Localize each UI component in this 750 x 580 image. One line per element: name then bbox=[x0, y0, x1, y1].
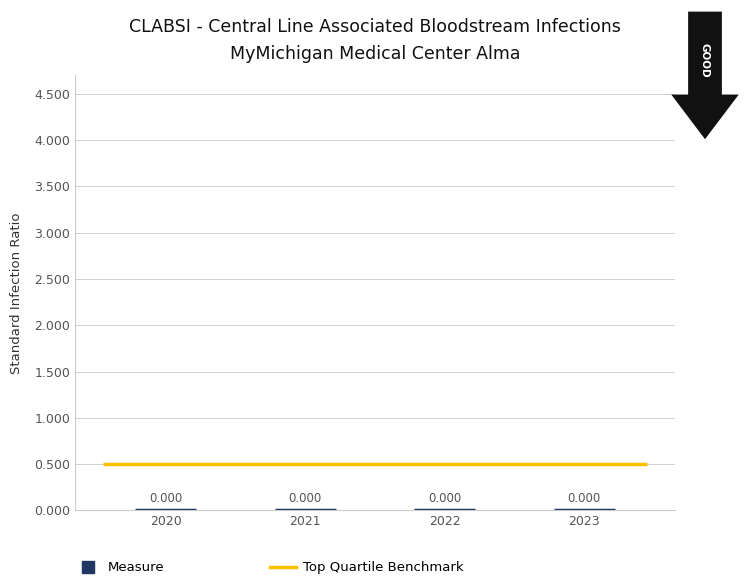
Text: 0.000: 0.000 bbox=[289, 492, 322, 505]
Text: 0.000: 0.000 bbox=[149, 492, 182, 505]
Legend: Measure, Top Quartile Benchmark: Measure, Top Quartile Benchmark bbox=[70, 556, 469, 579]
Text: 0.000: 0.000 bbox=[568, 492, 601, 505]
Y-axis label: Standard Infection Ratio: Standard Infection Ratio bbox=[10, 212, 23, 374]
Text: GOOD: GOOD bbox=[700, 43, 710, 77]
Text: 0.000: 0.000 bbox=[428, 492, 461, 505]
Title: CLABSI - Central Line Associated Bloodstream Infections
MyMichigan Medical Cente: CLABSI - Central Line Associated Bloodst… bbox=[129, 19, 621, 63]
Polygon shape bbox=[671, 12, 739, 139]
